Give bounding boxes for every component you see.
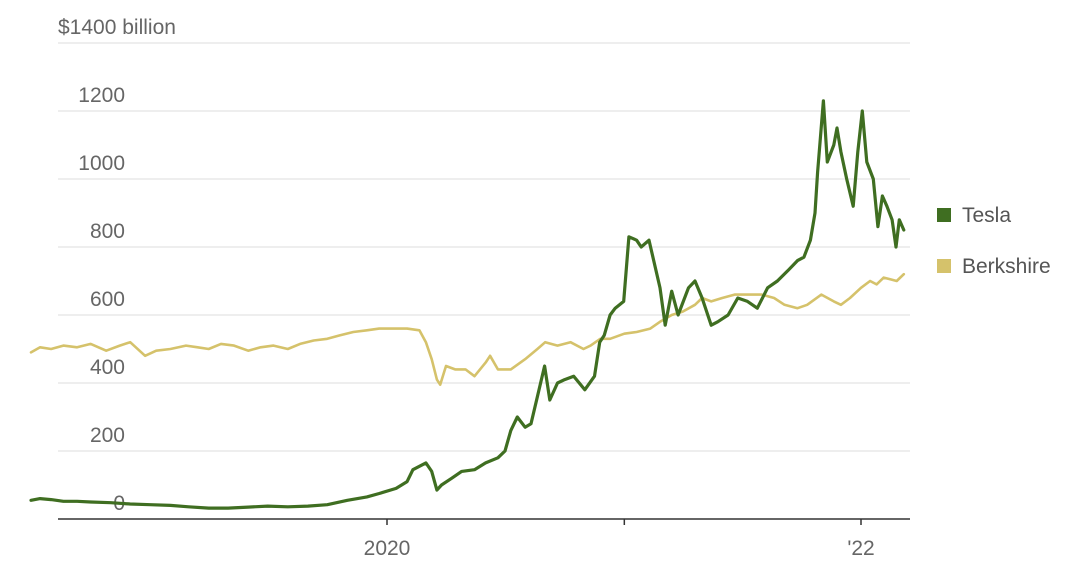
x-tick-label-2: '22 [847, 537, 874, 560]
x-axis-ticks: 2020 '22 [364, 519, 875, 560]
y-tick-label-800: 800 [90, 220, 125, 243]
series-line-tesla [29, 99, 906, 510]
legend-label-berkshire: Berkshire [962, 255, 1051, 278]
legend-label-tesla: Tesla [962, 204, 1011, 227]
gridlines [58, 42, 910, 452]
y-tick-label-600: 600 [90, 288, 125, 311]
legend-swatch-tesla [937, 208, 951, 222]
x-tick-label-0: 2020 [364, 537, 411, 560]
y-tick-label-1400: $1400 billion [58, 16, 176, 39]
legend-swatch-berkshire [937, 259, 951, 273]
y-tick-label-1200: 1200 [78, 84, 125, 107]
y-tick-label-200: 200 [90, 424, 125, 447]
legend: Tesla Berkshire [937, 204, 1051, 278]
series-line-berkshire [29, 272, 906, 386]
y-tick-label-1000: 1000 [78, 152, 125, 175]
series-lines [29, 99, 906, 510]
y-tick-label-400: 400 [90, 356, 125, 379]
